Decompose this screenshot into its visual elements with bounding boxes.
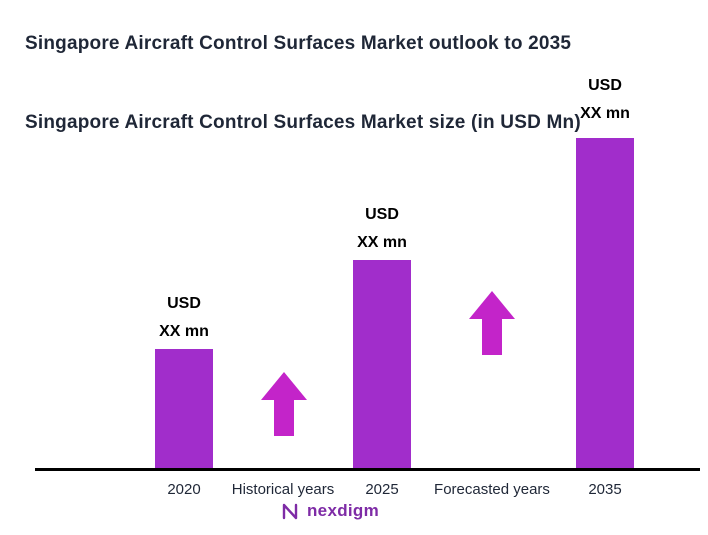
annotation-historical-years: Historical years <box>231 481 335 498</box>
x-tick-2035: 2035 <box>588 481 622 498</box>
bar-value-label-2020: USD XX mn <box>124 290 244 346</box>
up-arrow-icon <box>469 291 515 355</box>
page-title: Singapore Aircraft Control Surfaces Mark… <box>25 33 572 54</box>
annotation-forecasted-years: Forecasted years <box>434 481 550 498</box>
bar-value-line1: USD <box>588 77 622 94</box>
bar-value-line2: XX mn <box>580 105 630 122</box>
brand-logo: nexdigm <box>281 501 379 521</box>
bar-value-label-2025: USD XX mn <box>322 201 442 257</box>
bar-value-label-2035: USD XX mn <box>545 72 665 128</box>
up-arrow-icon <box>261 372 307 436</box>
x-axis-line <box>35 468 700 471</box>
x-tick-2025: 2025 <box>365 481 399 498</box>
nexdigm-logo-icon <box>282 503 298 520</box>
brand-name: nexdigm <box>307 501 380 520</box>
chart-subtitle: Singapore Aircraft Control Surfaces Mark… <box>25 112 581 133</box>
bar-value-line2: XX mn <box>159 323 209 340</box>
bar-2020 <box>155 349 213 468</box>
x-tick-2020: 2020 <box>167 481 201 498</box>
bar-value-line2: XX mn <box>357 234 407 251</box>
bar-2035 <box>576 138 634 468</box>
bar-2025 <box>353 260 411 468</box>
bar-value-line1: USD <box>365 206 399 223</box>
bar-value-line1: USD <box>167 295 201 312</box>
